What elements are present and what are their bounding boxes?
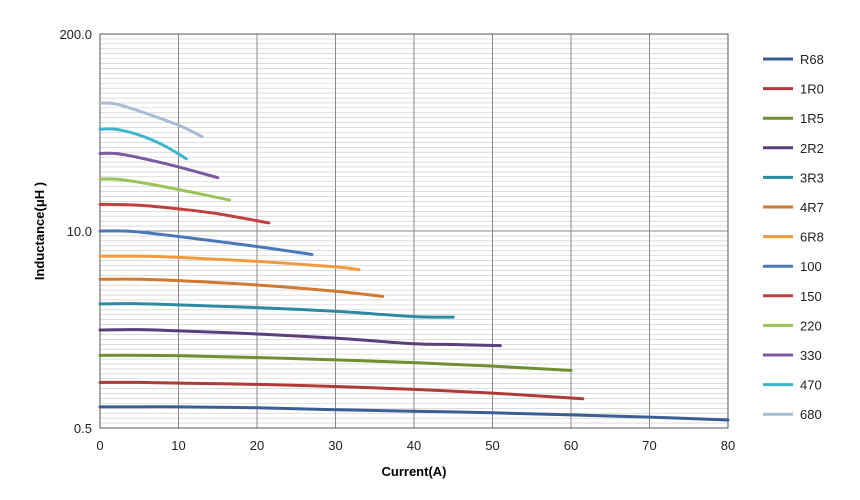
x-axis-title: Current(A): [382, 464, 447, 479]
legend-label-4r7: 4R7: [800, 200, 824, 215]
series-lines: [98, 101, 730, 422]
y-tick-labels: 0.5 10.0 200.0: [59, 27, 92, 436]
series-line-1r5: [98, 353, 573, 372]
series-line-330: [98, 151, 220, 180]
legend-label-3r3: 3R3: [800, 170, 824, 185]
y-tick-label: 10.0: [67, 224, 92, 239]
series-line-470: [98, 127, 188, 161]
x-tick-label: 30: [328, 438, 342, 453]
series-line-3r3: [98, 302, 455, 319]
legend: R68 1R0 1R5 2R2 3R3 4R7 6R8 100 150 220 330 470 680: [763, 52, 824, 422]
series-line-100: [98, 229, 314, 256]
legend-label-2r2: 2R2: [800, 141, 824, 156]
legend-label-1r0: 1R0: [800, 82, 824, 97]
x-tick-labels: 0 10 20 30 40 50 60 70 80: [96, 438, 735, 453]
x-tick-label: 10: [171, 438, 185, 453]
x-tick-label: 50: [485, 438, 499, 453]
series-line-2r2: [98, 328, 502, 348]
legend-label-150: 150: [800, 289, 822, 304]
legend-label-6r8: 6R8: [800, 230, 824, 245]
legend-label-330: 330: [800, 348, 822, 363]
x-tick-label: 80: [721, 438, 735, 453]
x-tick-label: 0: [96, 438, 103, 453]
legend-label-r68: R68: [800, 52, 824, 67]
x-tick-label: 70: [642, 438, 656, 453]
y-tick-label: 0.5: [74, 421, 92, 436]
x-tick-label: 20: [250, 438, 264, 453]
legend-label-220: 220: [800, 318, 822, 333]
legend-label-1r5: 1R5: [800, 111, 824, 126]
legend-label-470: 470: [800, 378, 822, 393]
series-line-r68: [98, 405, 730, 422]
x-tick-label: 40: [407, 438, 421, 453]
legend-label-100: 100: [800, 259, 822, 274]
y-tick-label: 200.0: [59, 27, 92, 42]
series-line-6r8: [98, 254, 361, 272]
series-line-4r7: [98, 277, 385, 298]
y-axis-title: Inductance(μH ): [32, 182, 47, 280]
series-line-680: [98, 101, 204, 139]
series-line-150: [98, 202, 271, 225]
series-line-1r0: [98, 380, 585, 401]
series-line-220: [98, 177, 232, 202]
x-tick-label: 60: [564, 438, 578, 453]
legend-label-680: 680: [800, 407, 822, 422]
